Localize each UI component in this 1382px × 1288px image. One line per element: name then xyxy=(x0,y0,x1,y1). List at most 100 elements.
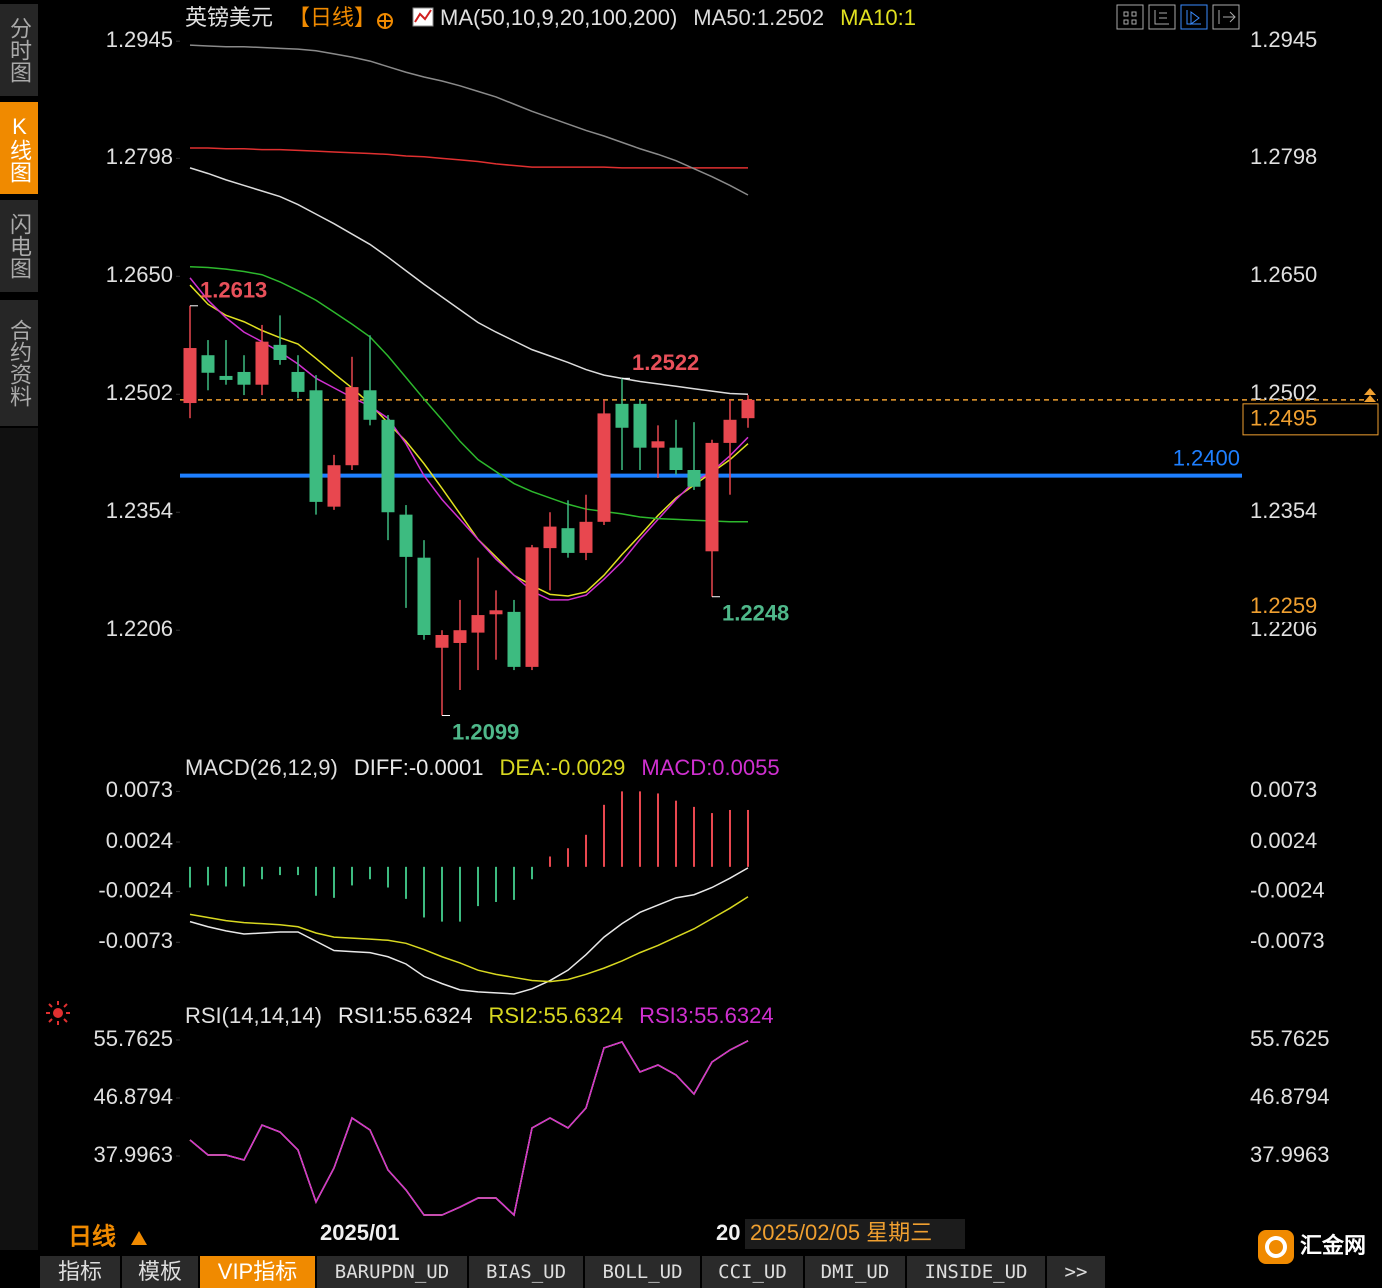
tab-bar: 指标 模板 VIP指标 BARUPDN_UD BIAS_UD BOLL_UD C… xyxy=(40,1256,1107,1288)
y-tick-label: 0.0024 xyxy=(106,828,173,853)
candle-body xyxy=(525,547,539,667)
tab[interactable]: BOLL_UD xyxy=(585,1256,700,1288)
candle-body xyxy=(309,390,323,502)
candle-body xyxy=(435,635,449,648)
price-box xyxy=(1242,403,1379,436)
legend-label: DEA:-0.0029 xyxy=(499,755,625,780)
candle-body xyxy=(255,341,269,385)
candle-body xyxy=(687,470,701,487)
y-tick-label: -0.0073 xyxy=(1250,928,1325,953)
series-line xyxy=(189,867,749,995)
series-line xyxy=(189,896,749,983)
legend-label: RSI2:55.6324 xyxy=(489,1003,624,1028)
y-tick-label: -0.0024 xyxy=(98,877,173,902)
candle-body xyxy=(633,403,647,448)
side-tab[interactable]: 闪电图 xyxy=(0,200,38,292)
low-label: 1.2099 xyxy=(452,719,519,744)
candle-body xyxy=(507,611,521,667)
series-line xyxy=(189,265,748,523)
candle-body xyxy=(579,521,593,553)
period-arrow[interactable] xyxy=(131,1231,147,1245)
tool-glyph xyxy=(1154,10,1169,25)
series-line xyxy=(189,167,749,396)
tab[interactable]: BARUPDN_UD xyxy=(317,1256,467,1288)
series-line xyxy=(189,44,749,196)
legend-label: RSI(14,14,14) xyxy=(185,1003,322,1028)
y-tick-label: 0.0024 xyxy=(1250,828,1317,853)
candle-body xyxy=(615,403,629,428)
series-line xyxy=(189,1040,749,1217)
tool-button[interactable] xyxy=(1148,4,1176,30)
y-tick-label: 1.2354 xyxy=(106,498,173,523)
panel-marker[interactable] xyxy=(46,1001,70,1025)
tool-button[interactable] xyxy=(1180,4,1208,30)
legend-label: MA(50,10,9,20,100,200) xyxy=(440,5,677,30)
candle-body xyxy=(345,387,359,466)
tab[interactable]: 模板 xyxy=(122,1256,198,1288)
cursor-date: 2025/02/05 星期三 xyxy=(750,1220,932,1245)
y-tick-label: 0.0073 xyxy=(106,777,173,802)
candle-body xyxy=(489,610,503,615)
legend-label: RSI3:55.6324 xyxy=(639,1003,774,1028)
tab[interactable]: VIP指标 xyxy=(200,1256,315,1288)
legend-label: MA50:1.2502 xyxy=(693,5,824,30)
side-tab[interactable]: 合约资料 xyxy=(0,300,38,426)
candle-body xyxy=(399,514,413,557)
tool-glyph xyxy=(1123,11,1137,25)
legend-label: MA10:1 xyxy=(840,5,916,30)
y-tick-label: 46.8794 xyxy=(93,1084,173,1109)
candle-body xyxy=(327,465,341,507)
tab[interactable]: BIAS_UD xyxy=(469,1256,583,1288)
y-tick-label: 55.7625 xyxy=(1250,1026,1330,1051)
indicator-icon-line xyxy=(414,9,432,23)
x-tick-label: 20 xyxy=(716,1220,740,1245)
candle-body xyxy=(201,355,215,373)
y-tick-label: 1.2650 xyxy=(106,262,173,287)
y-tick-label: -0.0073 xyxy=(98,928,173,953)
candle-body xyxy=(381,419,395,513)
high-label: 1.2522 xyxy=(632,350,699,375)
sidebar-fill xyxy=(0,428,38,1250)
side-tab[interactable]: 分时图 xyxy=(0,4,38,96)
candle-body xyxy=(273,344,287,360)
candle-body xyxy=(237,371,251,385)
high-label: 1.2613 xyxy=(200,278,267,303)
candle-body xyxy=(291,371,305,392)
candle-body xyxy=(597,413,611,522)
y-tick-label: 1.2945 xyxy=(1250,27,1317,52)
period[interactable]: 【日线】 xyxy=(288,5,376,30)
y-tick-label: 46.8794 xyxy=(1250,1084,1330,1109)
legend-label: MACD:0.0055 xyxy=(641,755,779,780)
tab[interactable]: CCI_UD xyxy=(702,1256,803,1288)
y-tick-label: 1.2945 xyxy=(106,27,173,52)
candle-body xyxy=(561,528,575,553)
side-tab[interactable]: K线图 xyxy=(0,102,38,194)
logo-glyph xyxy=(1265,1236,1287,1258)
tab[interactable]: 指标 xyxy=(40,1256,120,1288)
period-label[interactable]: 日线 xyxy=(68,1223,116,1250)
y-tick-label: 37.9963 xyxy=(93,1142,173,1167)
price-box-label: 1.2495 xyxy=(1250,406,1317,431)
tab[interactable]: DMI_UD xyxy=(805,1256,905,1288)
candle-body xyxy=(417,557,431,635)
tool-button[interactable] xyxy=(1212,4,1240,30)
tool-glyph xyxy=(1186,10,1201,25)
candle-body xyxy=(183,348,197,404)
candle-body xyxy=(741,399,755,419)
y-tick-label: 0.0073 xyxy=(1250,777,1317,802)
tab[interactable]: >> xyxy=(1047,1256,1105,1288)
series-line xyxy=(190,147,748,169)
candle-body xyxy=(453,630,467,643)
y-tick-label: 1.2650 xyxy=(1250,262,1317,287)
tool-button[interactable] xyxy=(1116,4,1144,30)
candle-body xyxy=(723,419,737,443)
candle-body xyxy=(219,375,233,380)
legend-label: DIFF:-0.0001 xyxy=(354,755,484,780)
tool-glyph xyxy=(1218,10,1236,24)
y-tick-label: 1.2354 xyxy=(1250,498,1317,523)
y-tick-label: 1.2798 xyxy=(1250,144,1317,169)
x-tick-label: 2025/01 xyxy=(320,1220,400,1245)
tab[interactable]: INSIDE_UD xyxy=(907,1256,1045,1288)
